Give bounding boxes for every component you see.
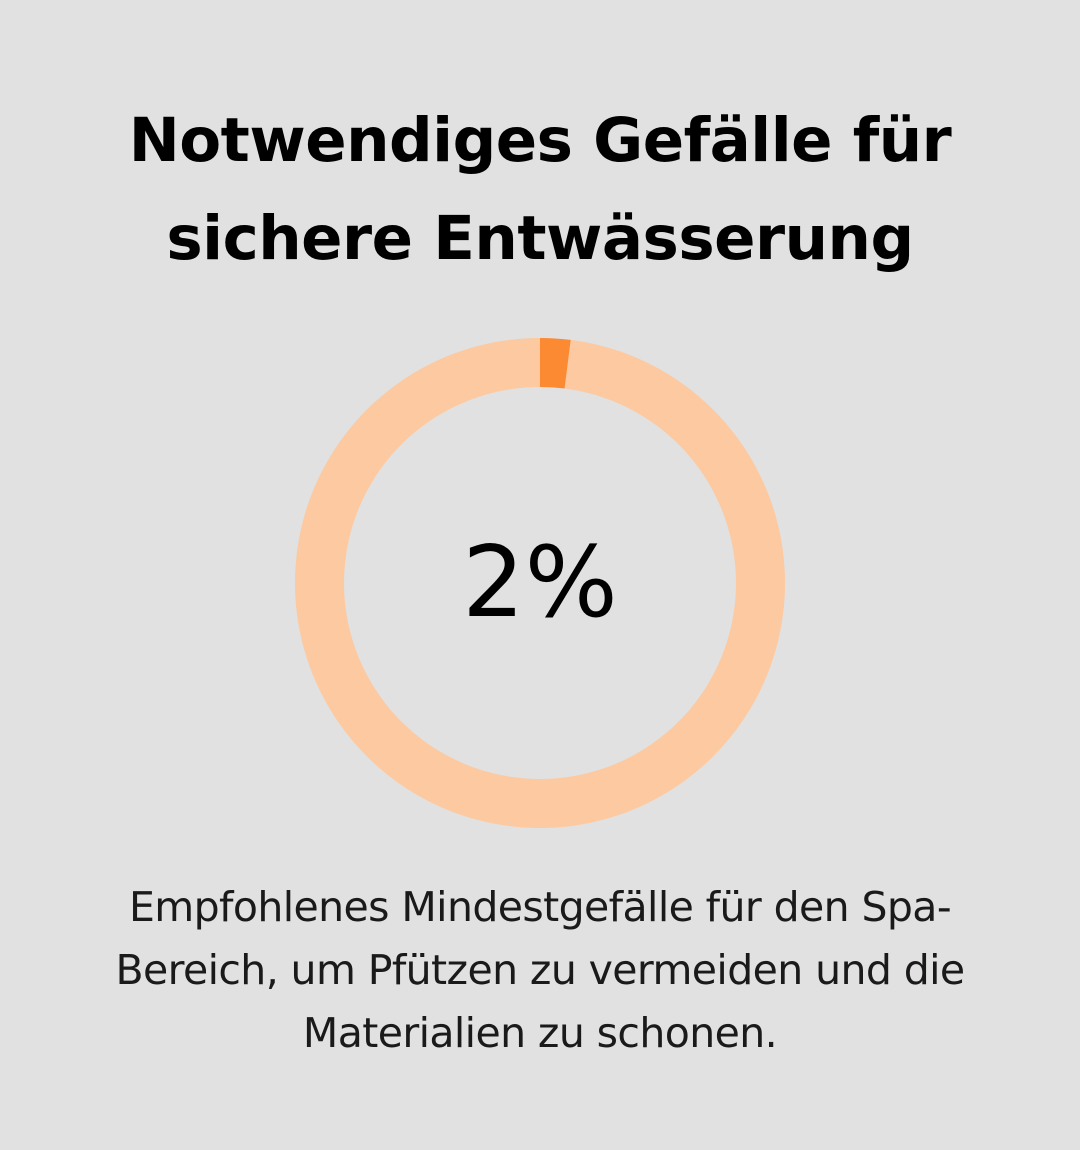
donut-center-label: 2% <box>462 526 617 640</box>
chart-caption-line-3: Materialien zu schonen. <box>302 1009 778 1057</box>
donut-slices <box>295 337 785 828</box>
donut-slice-0 <box>540 338 571 389</box>
chart-title-line-1: Notwendiges Gefälle für <box>128 105 952 176</box>
donut-chart: 2% <box>295 337 785 828</box>
chart-caption-line-2: Bereich, um Pfützen zu vermeiden und die <box>115 946 965 994</box>
chart-caption-line-1: Empfohlenes Mindestgefälle für den Spa- <box>128 883 952 931</box>
chart-caption: Empfohlenes Mindestgefälle für den Spa- … <box>40 876 1040 1065</box>
chart-title: Notwendiges Gefälle für sichere Entwässe… <box>60 92 1020 288</box>
chart-title-line-2: sichere Entwässerung <box>166 203 914 274</box>
